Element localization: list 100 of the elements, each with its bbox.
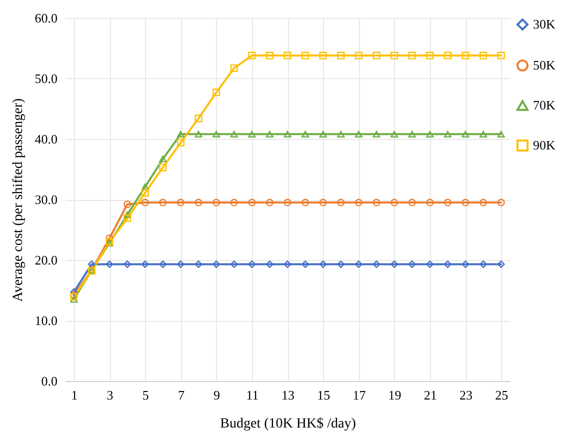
point xyxy=(159,164,167,172)
point xyxy=(124,200,132,208)
point xyxy=(266,198,274,206)
point xyxy=(408,130,416,138)
point xyxy=(284,260,292,268)
y-tick-label: 10.0 xyxy=(34,313,58,328)
point xyxy=(462,130,470,138)
point xyxy=(462,198,470,206)
y-tick-label: 50.0 xyxy=(34,71,58,86)
point xyxy=(372,260,380,268)
x-tick-label: 7 xyxy=(178,388,185,402)
point xyxy=(284,198,292,206)
point xyxy=(141,189,149,197)
point xyxy=(302,130,310,138)
point xyxy=(354,130,362,138)
point xyxy=(284,52,292,60)
x-axis-title: Budget (10K HK$ /day) xyxy=(220,416,356,432)
point xyxy=(462,260,470,268)
point xyxy=(426,130,434,138)
point xyxy=(141,260,149,268)
y-tick-label: 20.0 xyxy=(34,252,58,268)
point xyxy=(354,198,362,206)
point xyxy=(159,198,167,206)
point xyxy=(390,260,398,268)
point xyxy=(194,260,202,268)
point xyxy=(497,260,505,268)
point xyxy=(230,198,238,206)
point xyxy=(302,52,310,60)
point xyxy=(444,198,452,206)
point xyxy=(212,88,220,96)
point xyxy=(390,130,398,138)
y-tick-label: 0.0 xyxy=(41,374,58,388)
point xyxy=(319,260,327,268)
point xyxy=(337,52,345,60)
point xyxy=(319,52,327,60)
point xyxy=(390,198,398,206)
point xyxy=(230,260,238,268)
point xyxy=(70,296,78,303)
point xyxy=(319,130,327,138)
point xyxy=(497,52,505,60)
point xyxy=(124,214,132,222)
point xyxy=(372,198,380,206)
point xyxy=(141,198,149,206)
point xyxy=(248,52,256,60)
point xyxy=(266,130,274,138)
point xyxy=(408,52,416,60)
point xyxy=(212,260,220,268)
point xyxy=(354,260,362,268)
point xyxy=(176,198,184,206)
point xyxy=(212,130,220,138)
y-tick-label: 30.0 xyxy=(34,192,58,207)
y-axis-title: Average cost (per shifted passenger) xyxy=(10,98,26,302)
point xyxy=(124,211,132,218)
point xyxy=(194,114,202,122)
point xyxy=(284,130,292,138)
point xyxy=(248,198,256,206)
point xyxy=(337,198,345,206)
legend-label: 30K xyxy=(533,16,556,32)
point xyxy=(266,260,274,268)
point xyxy=(176,260,184,268)
point xyxy=(70,288,78,296)
x-tick-label: 11 xyxy=(246,388,259,402)
point xyxy=(302,260,310,268)
point xyxy=(124,260,132,268)
point xyxy=(408,260,416,268)
y-tick-label: 40.0 xyxy=(34,132,58,146)
point xyxy=(230,64,238,72)
point xyxy=(444,130,452,138)
point xyxy=(372,52,380,60)
point xyxy=(88,260,96,268)
x-tick-label: 13 xyxy=(282,388,294,402)
point xyxy=(248,130,256,138)
x-tick-label: 5 xyxy=(142,388,149,402)
point xyxy=(426,198,434,206)
point xyxy=(426,260,434,268)
point xyxy=(106,234,114,242)
point xyxy=(230,130,238,138)
y-tick-label: 60.0 xyxy=(34,10,58,26)
x-tick-label: 19 xyxy=(388,388,402,402)
point xyxy=(390,52,398,60)
legend-label: 70K xyxy=(533,98,556,112)
point xyxy=(248,260,256,268)
point xyxy=(480,52,488,60)
point xyxy=(444,52,452,60)
point xyxy=(159,156,167,162)
x-tick-label: 1 xyxy=(71,388,78,402)
x-tick-label: 25 xyxy=(495,388,508,402)
point xyxy=(408,198,416,206)
legend-label: 50K xyxy=(533,58,556,72)
point xyxy=(480,260,488,268)
x-tick-label: 15 xyxy=(317,388,330,402)
point xyxy=(337,260,345,268)
x-tick-label: 3 xyxy=(106,388,114,402)
x-tick-label: 17 xyxy=(352,388,366,402)
point xyxy=(497,130,505,138)
point xyxy=(426,52,434,60)
legend-label: 90K xyxy=(533,138,556,152)
point xyxy=(194,198,202,206)
point xyxy=(319,198,327,206)
point xyxy=(480,198,488,206)
